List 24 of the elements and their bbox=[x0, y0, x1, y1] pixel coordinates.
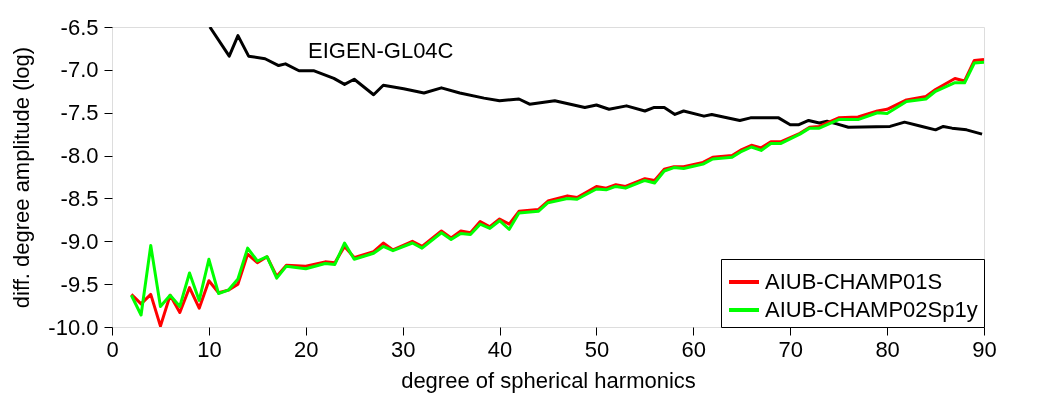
x-tick-label: 20 bbox=[294, 336, 319, 362]
x-axis-title: degree of spherical harmonics bbox=[401, 367, 696, 393]
x-tick-label: 10 bbox=[197, 336, 222, 362]
x-tick-label: 60 bbox=[681, 336, 707, 362]
y-tick-label: -9.5 bbox=[60, 271, 99, 297]
y-tick-label: -8.0 bbox=[60, 143, 99, 169]
y-tick-label: -8.5 bbox=[60, 185, 99, 211]
legend-label: AIUB-CHAMP02Sp1y bbox=[765, 297, 978, 322]
x-tick-label: 0 bbox=[106, 336, 119, 362]
y-tick-label: -7.0 bbox=[60, 57, 99, 83]
line-series bbox=[208, 27, 984, 136]
y-tick-label: -9.0 bbox=[60, 228, 99, 254]
y-tick-label: -7.5 bbox=[60, 100, 99, 126]
x-tick-label: 90 bbox=[972, 336, 997, 362]
x-tick-label: 70 bbox=[778, 336, 803, 362]
y-tick-label: -10.0 bbox=[48, 314, 99, 340]
x-tick-label: 50 bbox=[584, 336, 610, 362]
series-label: EIGEN-GL04C bbox=[308, 38, 454, 63]
x-tick-label: 40 bbox=[487, 336, 513, 362]
x-tick-label: 30 bbox=[390, 336, 416, 362]
y-tick-label: -6.5 bbox=[60, 14, 99, 40]
y-axis-title: diff. degree amplitude (log) bbox=[9, 46, 35, 309]
legend-label: AIUB-CHAMP01S bbox=[765, 269, 943, 294]
x-tick-label: 80 bbox=[875, 336, 900, 362]
